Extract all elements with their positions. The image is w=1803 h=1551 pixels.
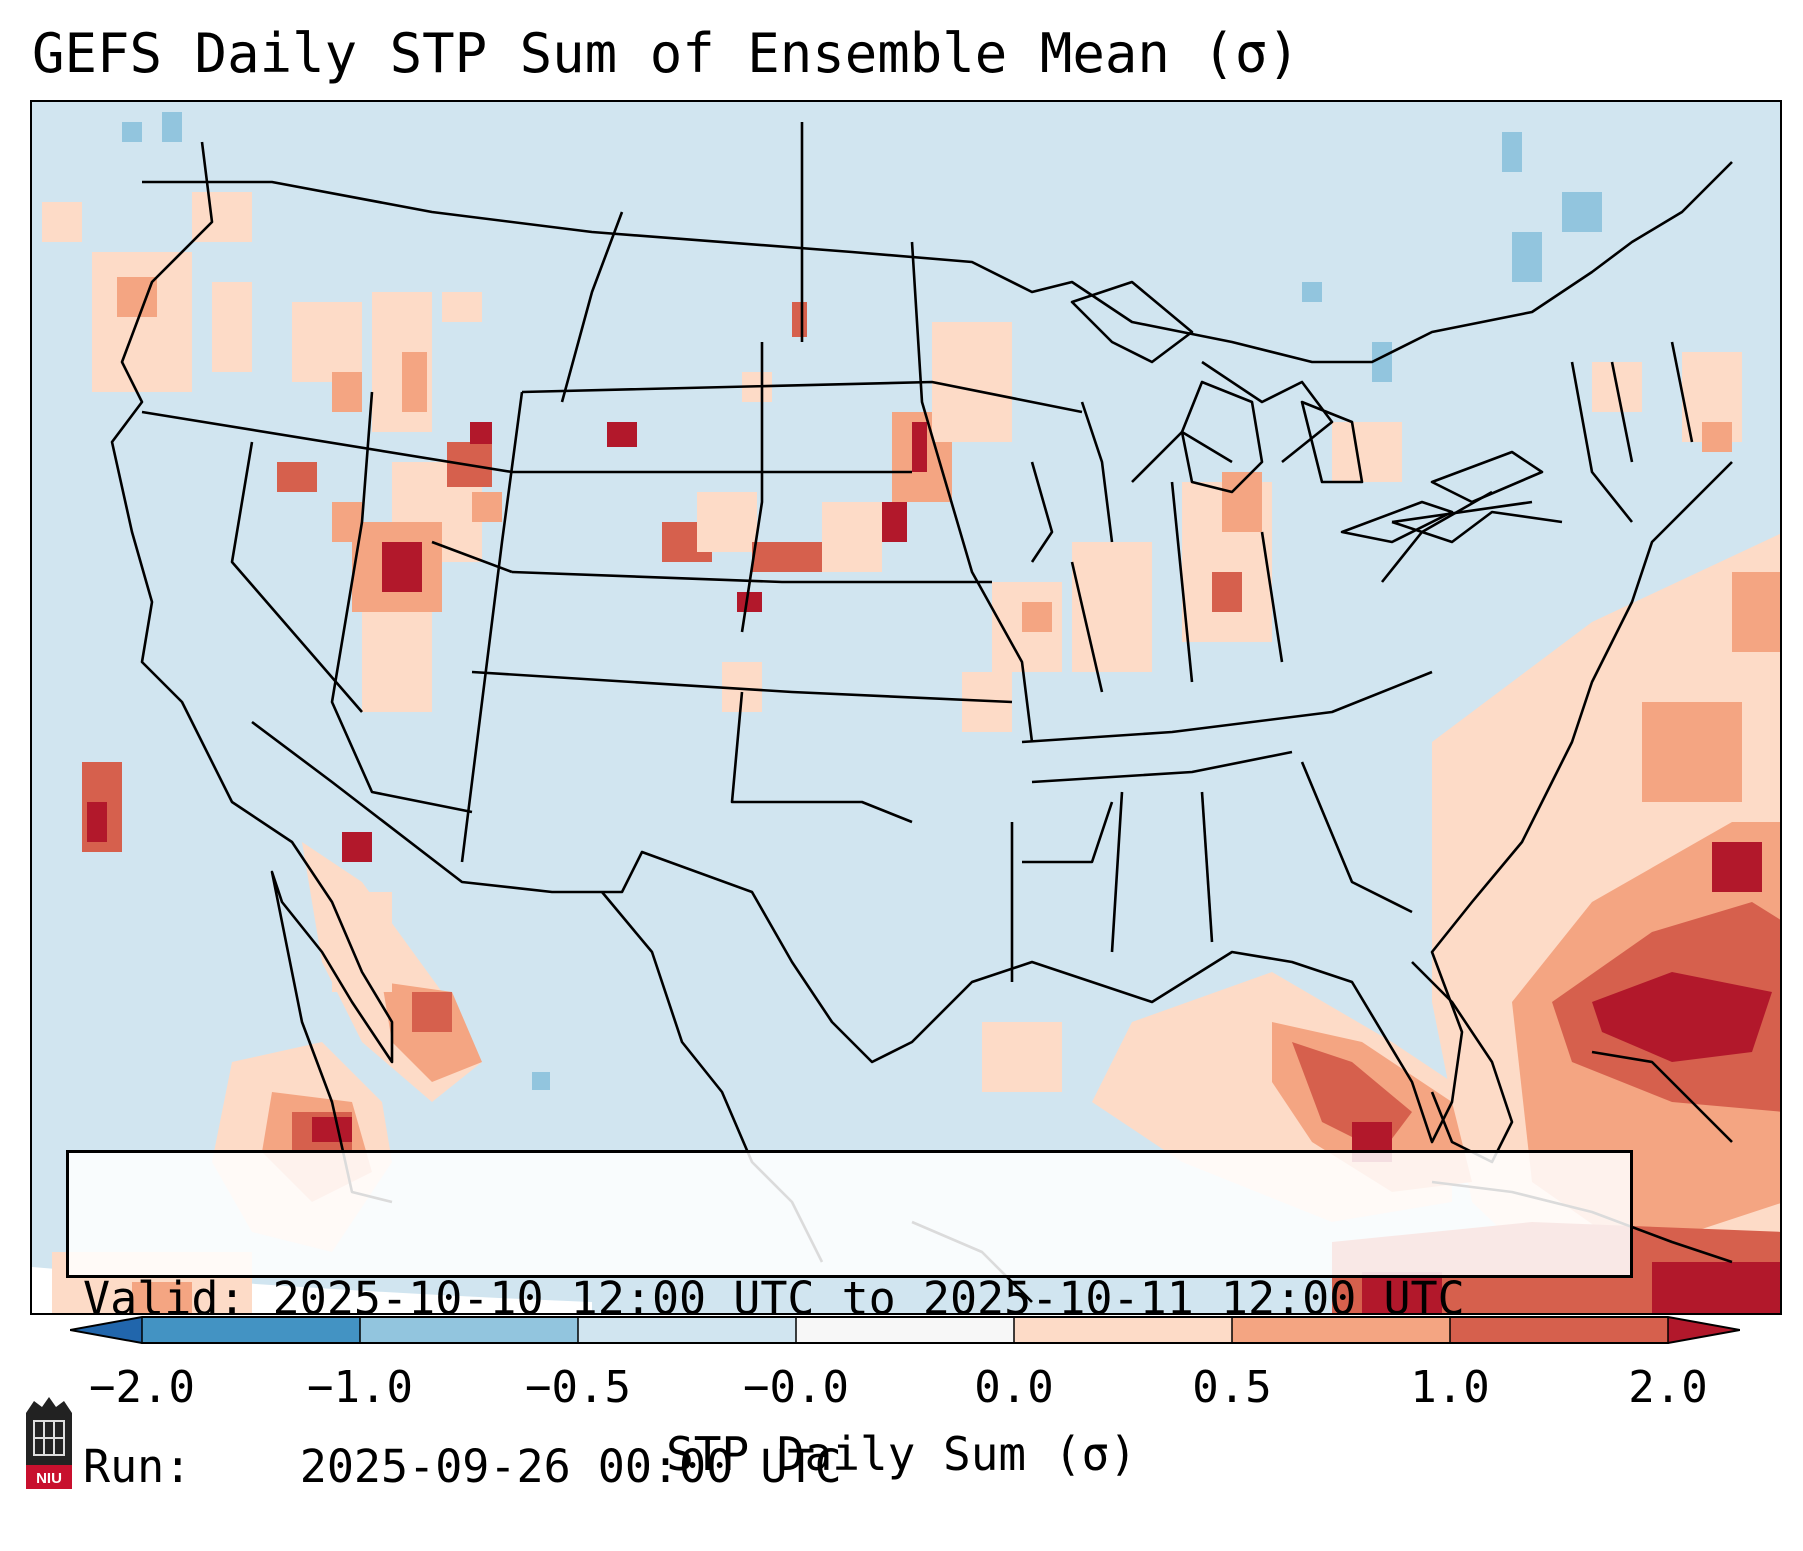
colorbar-tick-label: 1.0 <box>1410 1362 1490 1413</box>
colorbar-bin <box>360 1317 579 1343</box>
logo-text: NIU <box>36 1470 62 1487</box>
map-title: GEFS Daily STP Sum of Ensemble Mean (σ) <box>32 22 1300 85</box>
colorbar-bin <box>1450 1317 1669 1343</box>
colorbar-tick-label: −2.0 <box>89 1362 195 1413</box>
colorbar-extend-low <box>70 1317 142 1343</box>
colorbar-tick-label: −0.5 <box>525 1362 631 1413</box>
map-panel[interactable] <box>30 100 1782 1315</box>
colorbar-bin <box>796 1317 1015 1343</box>
stp-map <box>32 102 1780 1313</box>
colorbar-tick-label: 0.0 <box>974 1362 1054 1413</box>
run-label: Run: <box>83 1440 192 1493</box>
colorbar-tick-label: −1.0 <box>307 1362 413 1413</box>
run-value: 2025-09-26 00:00 UTC <box>299 1440 842 1493</box>
colorbar-tick-label: −0.0 <box>743 1362 849 1413</box>
stp-anomaly-cells <box>42 112 1780 1313</box>
colorbar-tick-label: 2.0 <box>1628 1362 1708 1413</box>
colorbar-bin <box>142 1317 361 1343</box>
niu-logo-icon: NIU <box>26 1397 72 1489</box>
colorbar-extend-high <box>1668 1317 1740 1343</box>
validity-info-box: Valid: 2025-10-10 12:00 UTC to 2025-10-1… <box>66 1150 1633 1493</box>
boundary-lines <box>110 122 1733 1303</box>
run-row: Run: 2025-09-26 00:00 UTC <box>83 1439 1616 1495</box>
colorbar-label: STP Daily Sum (σ) <box>666 1427 1137 1481</box>
colorbar <box>70 1316 1740 1344</box>
colorbar-bin <box>1232 1317 1451 1343</box>
colorbar-bin <box>578 1317 797 1343</box>
colorbar-bin <box>1014 1317 1233 1343</box>
colorbar-tick-label: 0.5 <box>1192 1362 1272 1413</box>
